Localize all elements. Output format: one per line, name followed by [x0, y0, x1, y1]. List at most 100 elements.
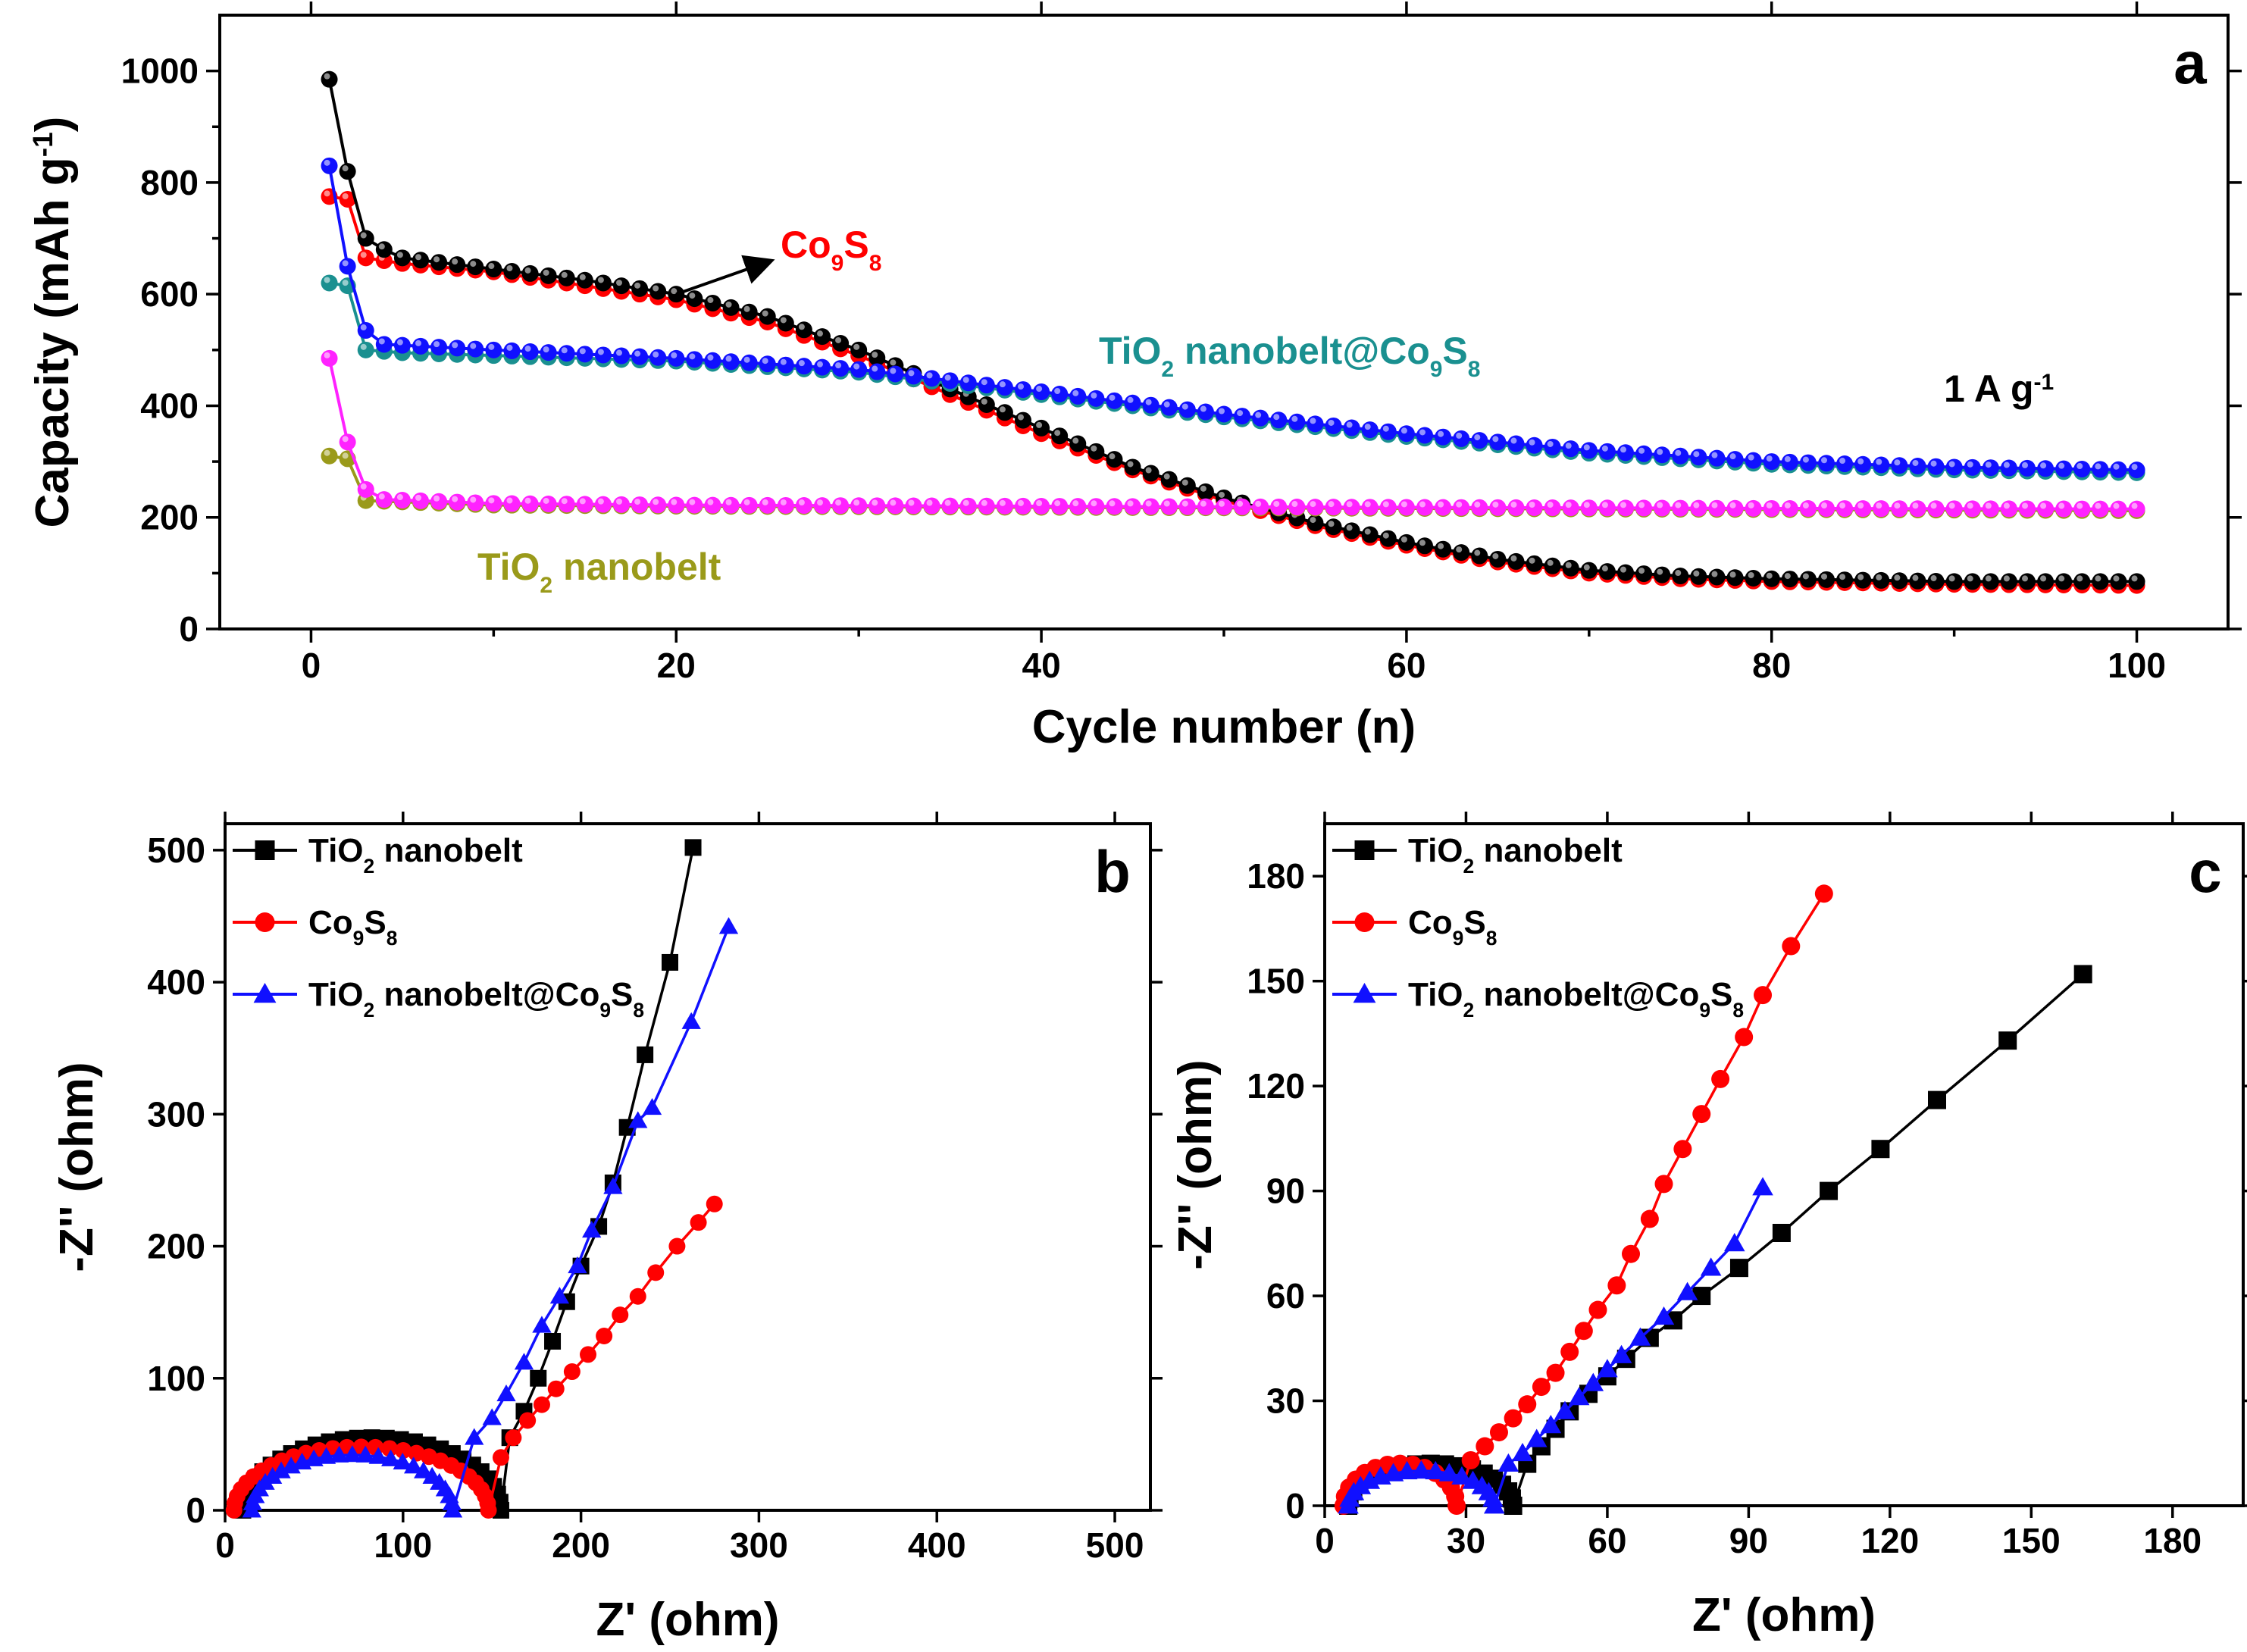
data-point-highlight [798, 360, 805, 367]
data-point [1512, 1442, 1533, 1462]
data-point [1708, 568, 1726, 586]
data-point [1069, 498, 1087, 515]
data-point [1726, 569, 1744, 587]
data-point [649, 349, 667, 366]
data-point [2037, 500, 2055, 518]
data-point [686, 496, 703, 514]
x-axis-title: Z' (ohm) [596, 1594, 779, 1646]
data-point [1471, 547, 1488, 565]
data-point-highlight [1967, 461, 1973, 468]
legend-marker [1353, 983, 1376, 1003]
data-point-highlight [1930, 460, 1937, 467]
data-point-highlight [470, 496, 477, 503]
legend-label: Co9S8 [1408, 904, 1497, 950]
data-point-highlight [1364, 424, 1371, 430]
data-point [668, 496, 685, 514]
data-point-highlight [2058, 575, 2065, 582]
data-point-highlight [2076, 502, 2083, 509]
data-point [449, 256, 466, 274]
data-point-highlight [1948, 461, 1955, 468]
data-point [2128, 461, 2145, 479]
x-tick-label: 300 [730, 1525, 788, 1565]
data-point [558, 496, 575, 513]
data-point-highlight [524, 267, 531, 274]
data-point [1325, 417, 1342, 434]
data-point [2110, 461, 2127, 478]
data-point [1178, 477, 1196, 494]
data-point [1197, 498, 1214, 515]
data-point [357, 230, 374, 247]
data-point [612, 1306, 629, 1324]
data-point [503, 262, 521, 280]
x-tick-label: 180 [2143, 1521, 2202, 1560]
data-point-highlight [725, 355, 732, 362]
data-point [1891, 457, 1908, 474]
data-point-highlight [1181, 479, 1188, 486]
data-point-highlight [1601, 502, 1608, 508]
data-point [1160, 471, 1178, 488]
data-point-highlight [908, 499, 915, 506]
data-point [1544, 499, 1561, 517]
data-point [1307, 515, 1324, 532]
data-point-highlight [415, 254, 421, 261]
data-point-highlight [762, 358, 768, 365]
data-point-highlight [2040, 462, 2047, 469]
data-point-highlight [707, 296, 714, 303]
data-point-highlight [1839, 574, 1846, 580]
data-point [1453, 544, 1470, 562]
data-point [1124, 394, 1141, 411]
series-line [327, 358, 2137, 511]
data-point [1435, 540, 1452, 558]
data-point [1526, 555, 1543, 572]
data-point [1873, 571, 1890, 589]
data-point-highlight [1036, 500, 1043, 506]
data-point-highlight [798, 324, 805, 330]
data-point [1629, 1327, 1651, 1346]
data-point [355, 1445, 375, 1463]
data-point-highlight [1565, 502, 1572, 508]
data-point-highlight [1200, 485, 1206, 492]
data-point [2037, 460, 2055, 477]
data-point-highlight [2022, 502, 2028, 509]
data-point [339, 163, 356, 180]
data-point-highlight [817, 361, 823, 368]
data-point [1964, 573, 1981, 590]
data-point [1343, 522, 1360, 540]
data-point [540, 344, 557, 361]
data-point-highlight [342, 436, 349, 443]
data-point-highlight [2095, 502, 2101, 509]
data-point-highlight [762, 310, 768, 317]
legend-label-part: 8 [1486, 927, 1497, 950]
data-point [740, 303, 758, 321]
data-point-highlight [1181, 500, 1188, 507]
data-point [1622, 1244, 1640, 1263]
data-point [631, 280, 649, 297]
data-point [339, 258, 356, 275]
data-point-highlight [2058, 502, 2065, 509]
data-point [449, 339, 466, 357]
data-point-highlight [396, 494, 403, 501]
data-point [832, 360, 850, 377]
data-point-highlight [1529, 557, 1535, 564]
data-point [814, 328, 831, 346]
data-point-highlight [1510, 555, 1517, 562]
data-point-highlight [324, 352, 330, 358]
data-point [603, 1177, 623, 1194]
data-point-highlight [1456, 432, 1463, 439]
data-point [1673, 1140, 1692, 1159]
data-point-highlight [1109, 453, 1116, 460]
data-point [430, 493, 448, 510]
data-point-highlight [835, 499, 842, 506]
data-point [814, 497, 831, 515]
data-point-highlight [1346, 421, 1353, 428]
data-point-highlight [1547, 559, 1554, 566]
data-point [1526, 1428, 1548, 1447]
data-point-highlight [2003, 502, 2010, 509]
data-point-highlight [1711, 502, 1718, 508]
data-point-highlight [360, 483, 367, 490]
data-point [1574, 1322, 1593, 1341]
y-tick-label: 400 [147, 962, 205, 1002]
y-tick-label: 90 [1266, 1172, 1305, 1211]
data-point-highlight [1638, 568, 1645, 574]
data-point [594, 274, 612, 292]
